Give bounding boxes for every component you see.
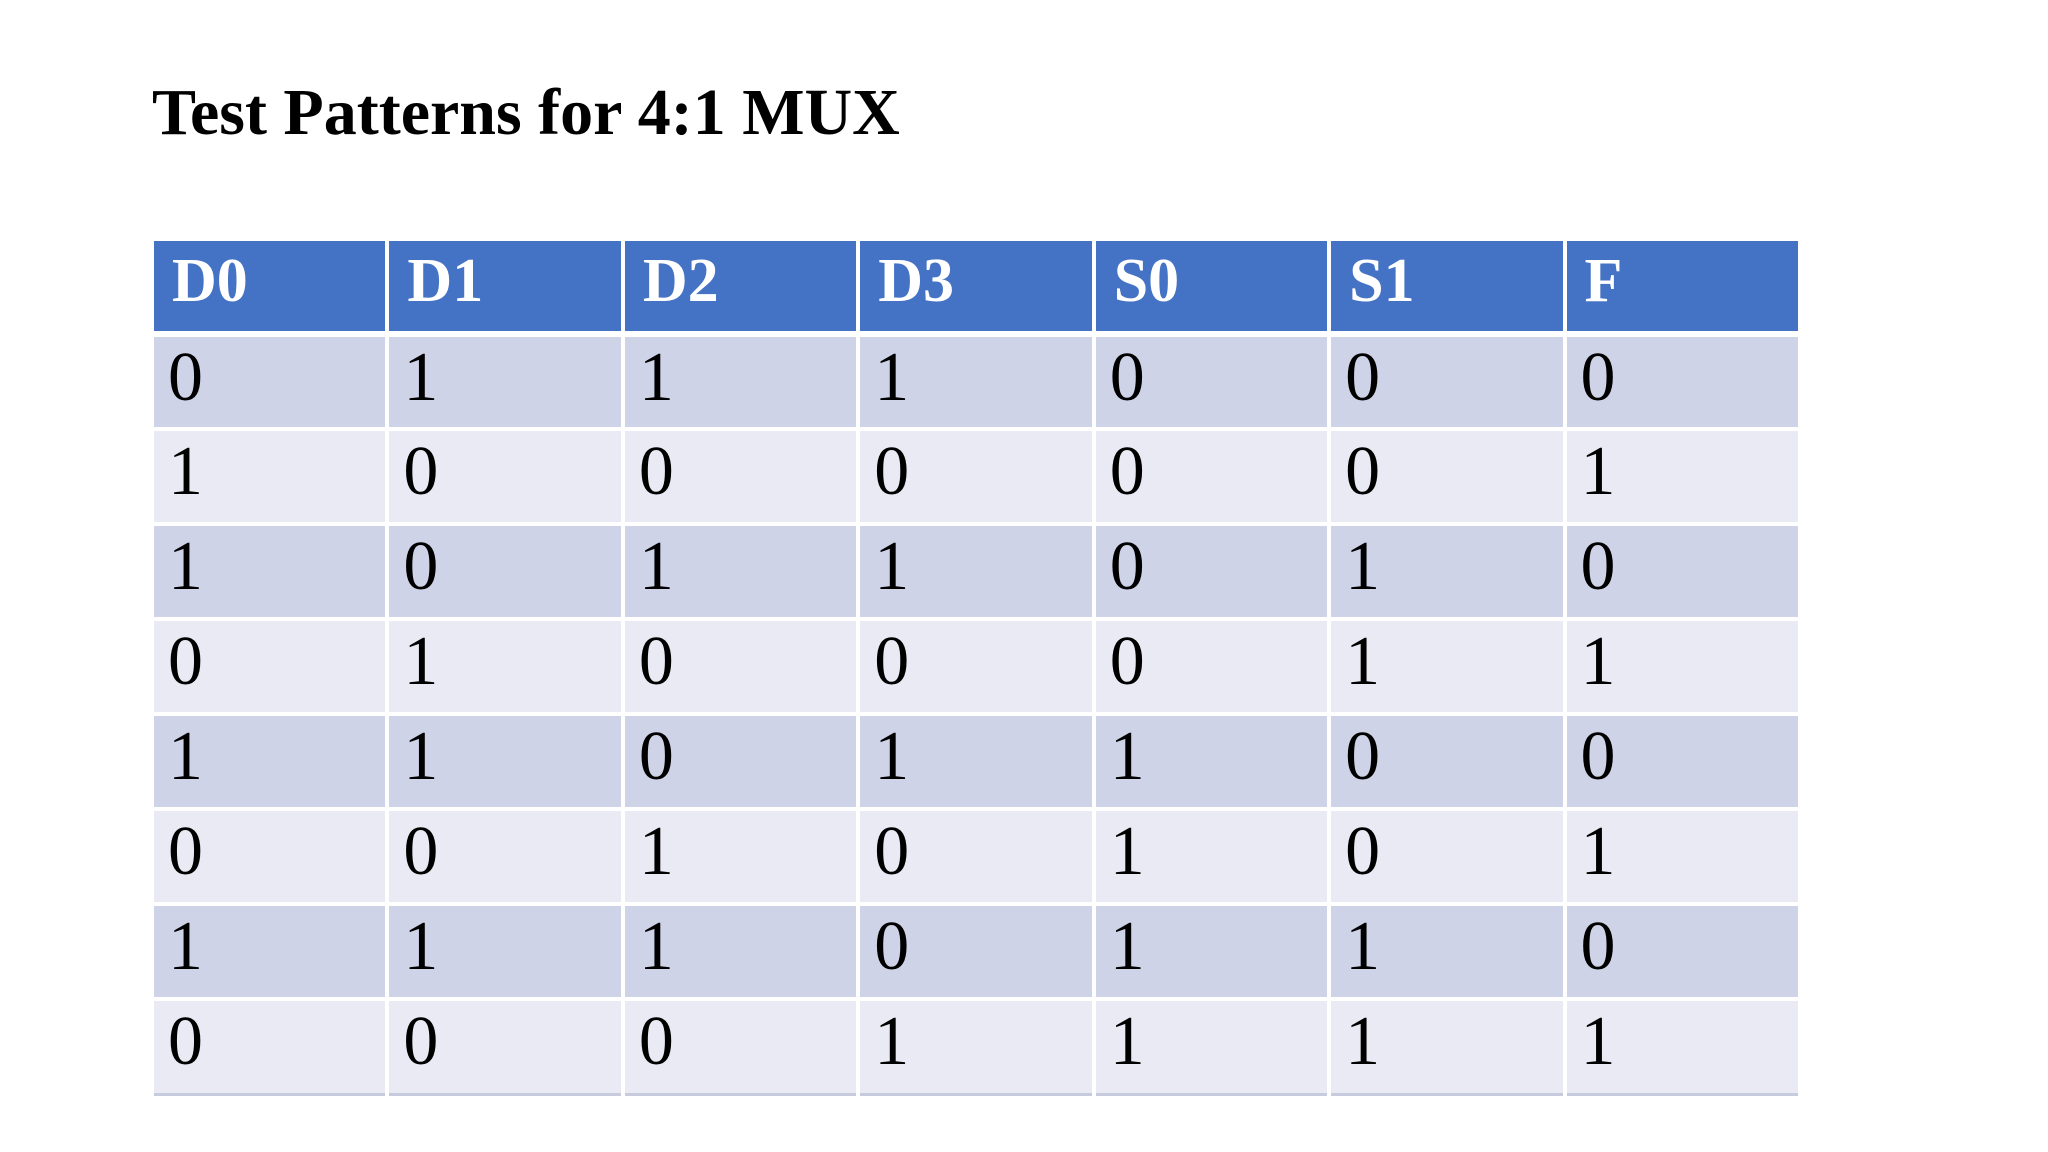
table-cell: 1 [620,902,861,1001]
table-cell: 1 [1091,902,1332,1001]
table-cell: 1 [1562,997,1803,1096]
table-cell: 1 [1562,427,1803,526]
page-title: Test Patterns for 4:1 MUX [152,76,900,149]
table-cell: 1 [1091,807,1332,906]
table-cell: 0 [856,902,1096,1001]
table-cell: 1 [1562,617,1803,716]
table-cell: 0 [1562,902,1803,1001]
table-cell: 0 [149,997,390,1096]
column-header: D1 [385,237,625,337]
table-head: D0 D1 D2 D3 S0 S1 F [149,237,1803,337]
table-cell: 0 [1562,712,1803,811]
table-cell: 0 [1091,427,1332,526]
table-cell: 1 [1327,902,1567,1001]
table-cell: 1 [1091,712,1332,811]
table-cell: 0 [385,427,625,526]
table-cell: 0 [856,427,1096,526]
table-cell: 0 [1327,807,1567,906]
table-cell: 0 [385,522,625,621]
table-cell: 0 [1091,522,1332,621]
table-cell: 0 [1327,332,1567,431]
table-cell: 0 [620,997,861,1096]
table-cell: 0 [1562,332,1803,431]
column-header: D2 [620,237,861,337]
column-header: S1 [1327,237,1567,337]
column-header: F [1562,237,1803,337]
table-cell: 1 [149,427,390,526]
table-cell: 1 [620,332,861,431]
table-cell: 0 [149,332,390,431]
table-cell: 1 [385,712,625,811]
column-header: D0 [149,237,390,337]
table-cell: 1 [620,522,861,621]
table-cell: 0 [620,712,861,811]
table-cell: 1 [385,902,625,1001]
table-cell: 1 [1091,997,1332,1096]
table-cell: 1 [1327,997,1567,1096]
table-cell: 1 [1327,522,1567,621]
table-cell: 0 [149,807,390,906]
table-cell: 1 [856,997,1096,1096]
table-cell: 0 [1562,522,1803,621]
table-cell: 0 [149,617,390,716]
table-cell: 1 [1327,617,1567,716]
table-cell: 1 [385,617,625,716]
table-cell: 1 [149,902,390,1001]
table-cell: 0 [856,617,1096,716]
column-header: S0 [1091,237,1332,337]
table-cell: 0 [1091,332,1332,431]
table-cell: 0 [856,807,1096,906]
column-header: D3 [856,237,1096,337]
table-cell: 0 [385,997,625,1096]
table-cell: 1 [856,712,1096,811]
table-cell: 1 [856,522,1096,621]
table-cell: 0 [1327,712,1567,811]
table-cell: 0 [620,427,861,526]
table-cell: 1 [385,332,625,431]
table-cell: 1 [1562,807,1803,906]
table-cell: 1 [856,332,1096,431]
table-cell: 0 [620,617,861,716]
table-cell: 0 [385,807,625,906]
table-cell: 0 [1327,427,1567,526]
table-cell: 1 [620,807,861,906]
table-cell: 0 [1091,617,1332,716]
table-cell: 1 [149,712,390,811]
table-cell: 1 [149,522,390,621]
table-header-row: D0 D1 D2 D3 S0 S1 F [149,237,1803,337]
